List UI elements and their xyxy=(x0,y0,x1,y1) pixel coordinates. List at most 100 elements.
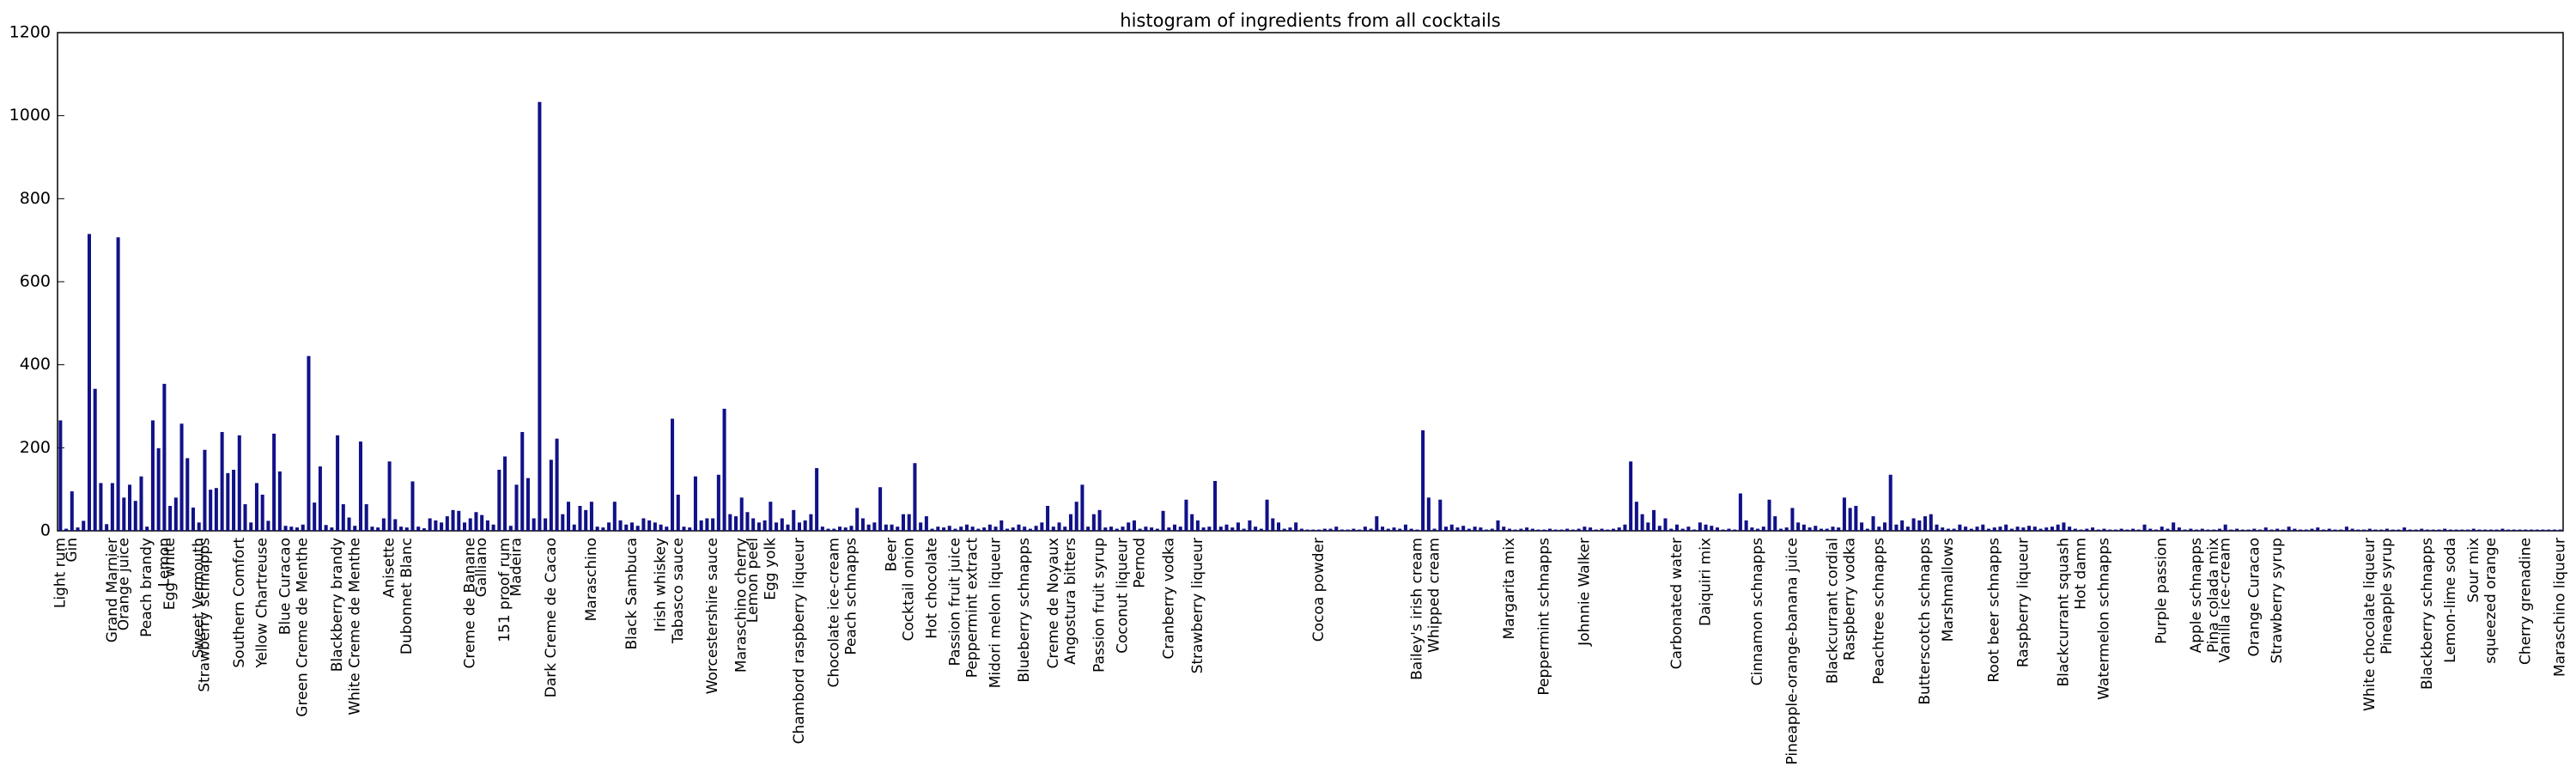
x-tick-label: Passion fruit juice xyxy=(947,538,964,666)
x-tick-label: Daiquiri mix xyxy=(1698,538,1715,626)
bar xyxy=(1034,526,1038,531)
bar xyxy=(2119,528,2123,531)
x-tick-label: Worcestershire sauce xyxy=(704,538,721,694)
bar xyxy=(1375,516,1379,531)
bar xyxy=(1842,497,1846,531)
bar xyxy=(1432,528,1437,531)
x-tick-label: Root beer schnapps xyxy=(1986,538,2003,683)
bar xyxy=(2344,526,2348,531)
bar xyxy=(1917,520,1922,531)
bar xyxy=(884,524,888,531)
bar xyxy=(1559,529,1564,531)
bar xyxy=(907,514,911,531)
bar xyxy=(87,234,91,531)
bar xyxy=(1358,529,1362,531)
bar xyxy=(2229,529,2233,531)
x-tick-label: Pina colada mix xyxy=(2205,538,2222,653)
bar xyxy=(2552,529,2556,531)
bar xyxy=(64,528,69,531)
x-tick-label: Black Sambuca xyxy=(623,538,641,650)
x-tick-label: Blackberry schnapps xyxy=(2419,538,2436,690)
x-tick-label: Dubonnet Blanc xyxy=(398,538,416,654)
bar xyxy=(1386,528,1390,531)
bar xyxy=(2235,528,2239,531)
bar xyxy=(722,408,726,531)
bar xyxy=(1634,502,1638,531)
x-tick-label: Vanilla ice-cream xyxy=(2217,538,2234,663)
bar xyxy=(1905,526,1910,531)
bar xyxy=(872,522,877,531)
bar xyxy=(1299,528,1303,531)
bar xyxy=(2096,529,2100,531)
bar xyxy=(629,522,635,531)
bar xyxy=(451,509,455,531)
x-tick-label: Southern Comfort xyxy=(231,538,248,668)
bar xyxy=(601,527,605,531)
bar xyxy=(526,478,530,531)
bar xyxy=(1449,524,1454,531)
bar xyxy=(797,522,801,531)
x-tick-label: Chambord raspberry liqueur xyxy=(791,538,808,744)
bar xyxy=(2009,528,2014,531)
y-tick-label: 800 xyxy=(20,189,51,208)
bar xyxy=(2367,528,2372,531)
bar xyxy=(595,526,599,531)
bar xyxy=(578,506,582,531)
bar xyxy=(58,420,63,531)
bar xyxy=(226,472,230,531)
bar xyxy=(2506,529,2511,531)
bar xyxy=(1144,526,1148,531)
x-tick-label: Egg white xyxy=(161,538,179,610)
bar xyxy=(913,463,917,531)
bar xyxy=(1057,522,1061,531)
x-tick-label: Lemon peel xyxy=(744,538,762,623)
x-tick-label: Lemon-lime soda xyxy=(2442,538,2459,663)
bar xyxy=(745,512,750,531)
bar xyxy=(2015,526,2020,531)
bar xyxy=(2108,529,2112,531)
bar xyxy=(1698,522,1702,531)
bar xyxy=(1392,527,1396,531)
bar xyxy=(2136,529,2141,531)
bar xyxy=(313,502,317,531)
bar xyxy=(1986,528,1991,531)
bar xyxy=(2102,528,2106,531)
bar xyxy=(693,476,697,531)
bar xyxy=(1017,524,1021,531)
bar xyxy=(168,506,173,531)
bar xyxy=(1115,528,1119,531)
bar xyxy=(145,526,149,531)
bar xyxy=(682,526,686,531)
bar xyxy=(1577,528,1581,531)
bar xyxy=(1150,527,1154,531)
bar xyxy=(532,518,536,531)
bar xyxy=(393,519,398,531)
bar xyxy=(1969,528,1973,531)
bar xyxy=(1028,528,1032,531)
bar xyxy=(728,514,732,531)
bar xyxy=(618,520,623,531)
bar xyxy=(1490,528,1494,531)
bar xyxy=(283,526,288,531)
bar xyxy=(959,526,963,531)
x-tick-label: Bailey's irish cream xyxy=(1408,538,1425,680)
bar xyxy=(716,474,720,531)
x-tick-label: Angostura bitters xyxy=(1062,538,1079,665)
bar xyxy=(733,516,738,531)
x-tick-label: Hot chocolate xyxy=(924,538,941,639)
bar xyxy=(2217,528,2221,531)
bar xyxy=(1282,528,1286,531)
bar xyxy=(2443,528,2447,531)
x-tick-label: White chocolate liqueur xyxy=(2361,538,2379,711)
bar xyxy=(197,522,201,531)
bar xyxy=(474,512,478,531)
bar xyxy=(1877,526,1881,531)
bar xyxy=(1438,499,1443,531)
bar xyxy=(2177,527,2181,531)
x-tick-label: Watermelon schnapps xyxy=(2095,538,2112,700)
bar xyxy=(122,497,126,531)
bar xyxy=(2500,528,2505,531)
bar xyxy=(1571,529,1575,531)
bar xyxy=(1761,526,1765,531)
bar xyxy=(1259,528,1263,531)
